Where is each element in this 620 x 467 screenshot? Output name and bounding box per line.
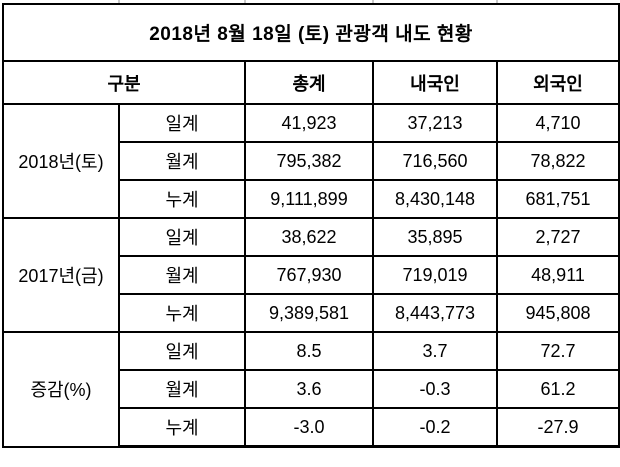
value-cell: -0.2 [372,407,498,448]
value-cell: 945,808 [495,293,620,333]
row-label: 누계 [118,293,246,333]
value-cell: 9,389,581 [244,293,374,333]
value-cell: 716,560 [372,141,498,181]
row-label: 일계 [118,331,246,371]
value-cell: 8,430,148 [372,179,498,219]
value-cell: 8,443,773 [372,293,498,333]
value-cell: 719,019 [372,255,498,295]
value-cell: 4,710 [495,103,620,143]
row-label: 월계 [118,141,246,181]
value-cell: 78,822 [495,141,620,181]
gridline-artifact-tick [496,0,498,3]
value-cell: 9,111,899 [244,179,374,219]
row-label: 월계 [118,255,246,295]
value-cell: 8.5 [244,331,374,371]
value-cell: -3.0 [244,407,374,448]
value-cell: 48,911 [495,255,620,295]
value-cell: 795,382 [244,141,374,181]
row-label: 누계 [118,179,246,219]
value-cell: 767,930 [244,255,374,295]
header-total: 총계 [244,60,374,105]
value-cell: 3.6 [244,369,374,409]
value-cell: 61.2 [495,369,620,409]
gridline-artifact-tick [372,0,374,3]
value-cell: 3.7 [372,331,498,371]
group-label-2018: 2018년(토) [2,103,120,219]
group-label-change: 증감(%) [2,331,120,448]
header-domestic: 내국인 [372,60,498,105]
tourist-arrival-table: 2018년 8월 18일 (토) 관광객 내도 현황 구분 총계 내국인 외국인… [1,3,620,448]
row-label: 일계 [118,217,246,257]
value-cell: 72.7 [495,331,620,371]
gridline-artifact-tick [244,0,246,3]
value-cell: 41,923 [244,103,374,143]
header-gubun: 구분 [2,60,246,105]
row-label: 일계 [118,103,246,143]
value-cell: 37,213 [372,103,498,143]
header-foreign: 외국인 [495,60,620,105]
value-cell: -0.3 [372,369,498,409]
value-cell: 35,895 [372,217,498,257]
table-title: 2018년 8월 18일 (토) 관광객 내도 현황 [1,3,620,62]
value-cell: 38,622 [244,217,374,257]
group-label-2017: 2017년(금) [2,217,120,333]
value-cell: 2,727 [495,217,620,257]
value-cell: 681,751 [495,179,620,219]
row-label: 월계 [118,369,246,409]
row-label: 누계 [118,407,246,448]
gridline-artifact-tick [118,0,120,3]
value-cell: -27.9 [495,407,620,448]
